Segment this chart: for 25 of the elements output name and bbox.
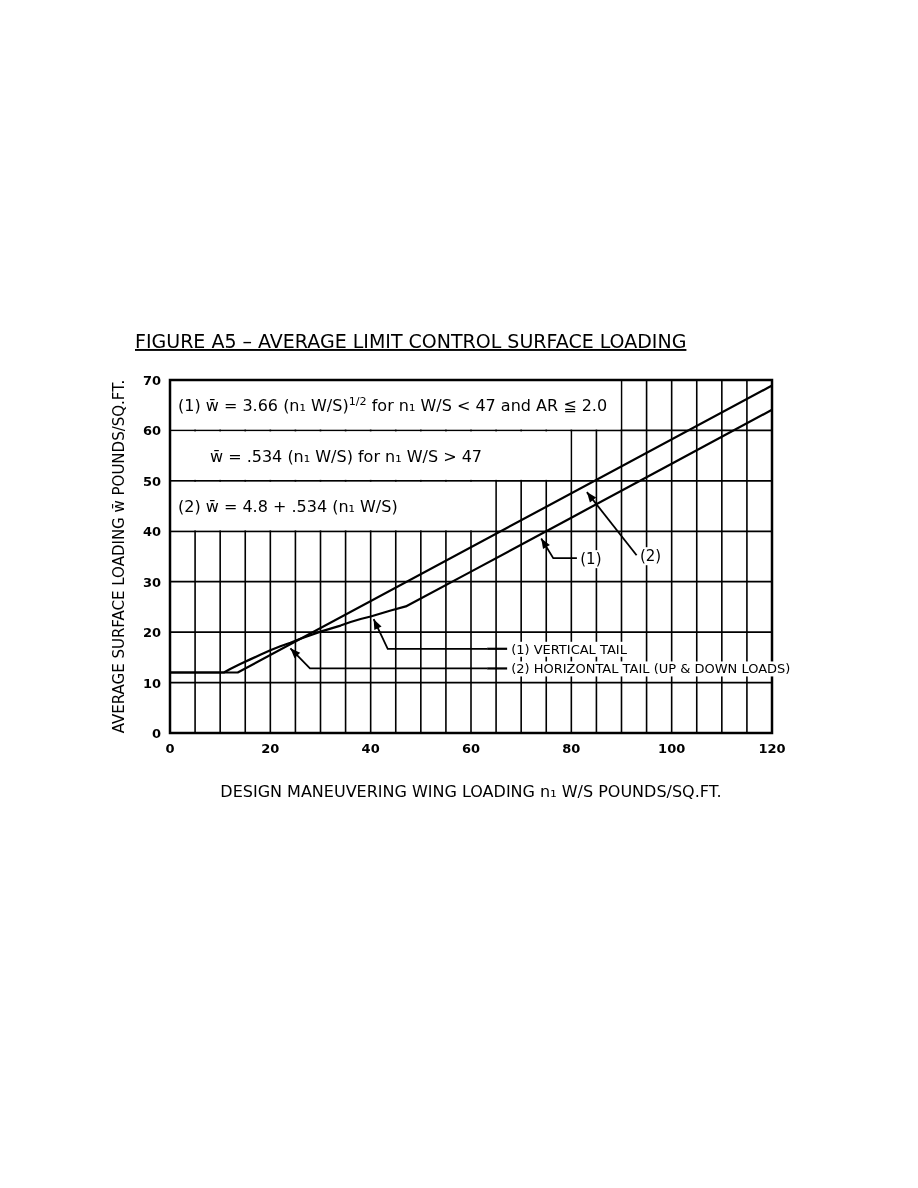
y-tick-label: 0 [151,726,161,741]
x-tick-label: 100 [658,741,686,756]
y-tick-label: 10 [142,675,161,691]
annotation: (1) [580,550,602,569]
chart-title: FIGURE A5 – AVERAGE LIMIT CONTROL SURFACE LOADING [135,330,687,352]
x-axis-title: DESIGN MANEUVERING WING LOADING n₁ W/S POUNDS/SQ.FT. [220,782,722,801]
legend-label: (1) VERTICAL TAIL [511,641,628,657]
y-tick-label: 60 [142,423,161,439]
x-tick-label: 120 [758,741,786,756]
x-tick-label: 0 [165,741,175,756]
legend-label: (2) HORIZONTAL TAIL (UP & DOWN LOADS) [511,661,791,677]
y-tick-label: 30 [142,574,161,590]
annotation: (1) w̄ = 3.66 (n₁ W/S)$^{1/2}$ for n₁ W/S < 47 and AR ≦ 2.0 [178,394,608,416]
y-axis-title: AVERAGE SURFACE LOADING w̄ POUNDS/SQ.FT. [110,379,128,734]
y-tick-label: 50 [142,473,161,489]
y-tick-label: 70 [142,373,161,388]
annotation: (2) [639,547,662,566]
y-tick-label: 20 [142,625,161,641]
x-tick-label: 80 [562,741,581,756]
annotation: (2) w̄ = 4.8 + .534 (n₁ W/S) [178,497,398,517]
x-tick-label: 40 [361,741,380,756]
y-tick-label: 40 [142,524,161,540]
x-tick-label: 60 [461,741,481,756]
x-tick-label: 20 [261,741,280,756]
annotation: w̄ = .534 (n₁ W/S) for n₁ W/S > 47 [210,446,482,466]
